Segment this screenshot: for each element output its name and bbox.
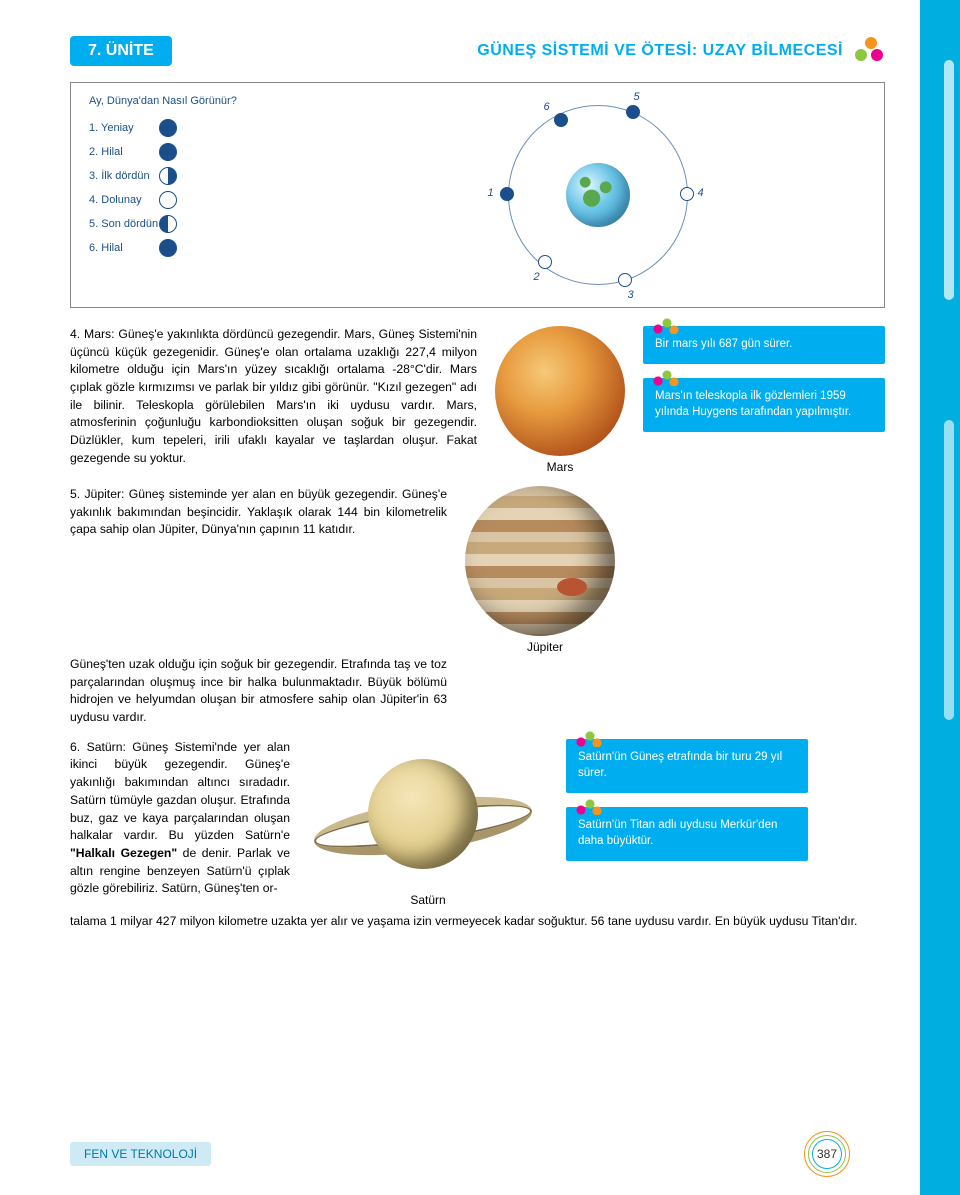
phase-label: Son dördün — [101, 218, 158, 230]
jupiter-image — [465, 486, 615, 636]
phase-num: 3. — [89, 170, 98, 182]
unit-badge: 7. ÜNİTE — [70, 36, 172, 66]
jupiter-caption: Jüpiter — [465, 640, 625, 654]
orbit-num: 6 — [544, 101, 550, 113]
logo-icon — [853, 35, 885, 67]
phase-row: 5. Son dördün — [89, 215, 299, 233]
moon-icon — [159, 119, 177, 137]
page-number-badge: 387 — [804, 1131, 850, 1177]
mars-figure: Mars — [495, 326, 625, 474]
subject-label: FEN VE TEKNOLOJİ — [70, 1142, 211, 1166]
mars-paragraph: 4. Mars: Güneş'e yakınlıkta dördüncü gez… — [70, 326, 477, 468]
orbit-num: 3 — [628, 289, 634, 301]
phase-row: 2. Hilal — [89, 143, 299, 161]
phase-num: 1. — [89, 122, 98, 134]
saturn-text: 6. Satürn: Güneş Sistemi'nde yer alan ik… — [70, 740, 290, 842]
moon-icon — [159, 239, 177, 257]
earth-icon — [566, 163, 630, 227]
phase-num: 4. — [89, 194, 98, 206]
info-box-mars-telescope: Mars'ın teleskopla ilk gözlemleri 1959 y… — [643, 378, 885, 432]
moon-phases-panel: Ay, Dünya'dan Nasıl Görünür? 1. Yeniay 2… — [70, 82, 885, 308]
phase-row: 4. Dolunay — [89, 191, 299, 209]
orbit-num: 5 — [634, 91, 640, 103]
saturn-paragraph-left: 6. Satürn: Güneş Sistemi'nde yer alan ik… — [70, 739, 290, 898]
info-box-mars-year: Bir mars yılı 687 gün sürer. — [643, 326, 885, 364]
phase-num: 6. — [89, 242, 98, 254]
jupiter-figure: Jüpiter — [465, 486, 625, 654]
saturn-caption: Satürn — [308, 893, 548, 907]
chapter-title: GÜNEŞ SİSTEMİ VE ÖTESİ: UZAY BİLMECESİ — [477, 42, 843, 60]
phase-num: 5. — [89, 218, 98, 230]
jupiter-paragraph-1: 5. Jüpiter: Güneş sisteminde yer alan en… — [70, 486, 447, 539]
page-header: 7. ÜNİTE GÜNEŞ SİSTEMİ VE ÖTESİ: UZAY Bİ… — [70, 35, 885, 67]
moon-icon — [159, 215, 177, 233]
saturn-figure: Satürn — [308, 739, 548, 907]
phase-num: 2. — [89, 146, 98, 158]
saturn-paragraph-tail: talama 1 milyar 427 milyon kilometre uza… — [70, 913, 885, 931]
page-footer: FEN VE TEKNOLOJİ 387 — [70, 1131, 850, 1177]
phase-label: Dolunay — [101, 194, 141, 206]
phase-label: Hilal — [101, 146, 122, 158]
info-box-saturn-orbit: Satürn'ün Güneş etrafında bir turu 29 yı… — [566, 739, 808, 793]
phase-row: 6. Hilal — [89, 239, 299, 257]
saturn-image — [368, 759, 478, 869]
mars-image — [495, 326, 625, 456]
orbit-num: 1 — [488, 187, 494, 199]
moon-icon — [159, 143, 177, 161]
phase-row: 3. İlk dördün — [89, 167, 299, 185]
moon-icon — [159, 191, 177, 209]
orbit-num: 4 — [698, 187, 704, 199]
jupiter-paragraph-2: Güneş'ten uzak olduğu için soğuk bir gez… — [70, 656, 447, 727]
moon-question: Ay, Dünya'dan Nasıl Görünür? — [89, 95, 299, 107]
phase-label: İlk dördün — [101, 170, 149, 182]
moon-icon — [159, 167, 177, 185]
phase-label: Yeniay — [101, 122, 134, 134]
page-number: 387 — [804, 1131, 850, 1177]
phase-label: Hilal — [101, 242, 122, 254]
info-box-saturn-titan: Satürn'ün Titan adlı uydusu Merkür'den d… — [566, 807, 808, 861]
orbit-num: 2 — [534, 271, 540, 283]
mars-caption: Mars — [495, 460, 625, 474]
orbit-diagram: 1 2 3 4 5 6 — [498, 95, 698, 295]
phase-row: 1. Yeniay — [89, 119, 299, 137]
saturn-ringed-label: "Halkalı Gezegen" — [70, 846, 177, 860]
